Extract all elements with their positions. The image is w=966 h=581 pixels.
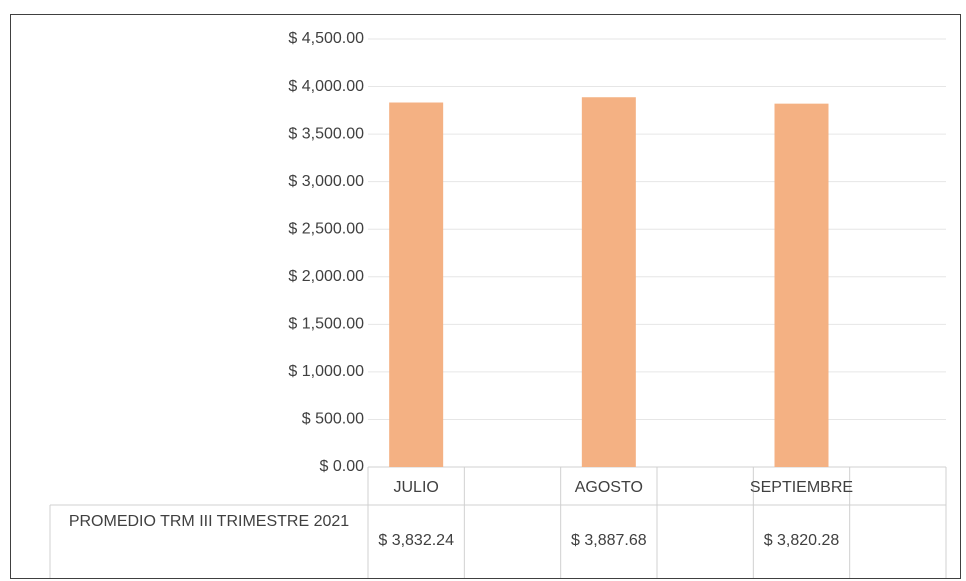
bar xyxy=(774,103,829,467)
y-tick-label: $ 0.00 xyxy=(320,458,365,475)
y-tick-label: $ 2,500.00 xyxy=(288,220,364,237)
bar xyxy=(581,97,636,467)
y-tick-label: $ 3,500.00 xyxy=(288,125,364,142)
y-tick-label: $ 1,500.00 xyxy=(288,316,364,333)
y-tick-label: $ 4,000.00 xyxy=(288,78,364,95)
bar xyxy=(389,102,444,467)
y-tick-label: $ 1,000.00 xyxy=(288,363,364,380)
data-table-value: $ 3,887.68 xyxy=(571,532,647,549)
x-tick-label: JULIO xyxy=(393,479,438,496)
data-table-value: $ 3,820.28 xyxy=(764,532,840,549)
y-tick-label: $ 2,000.00 xyxy=(288,268,364,285)
data-table-value: $ 3,832.24 xyxy=(378,532,454,549)
legend-entry: PROMEDIO TRM III TRIMESTRE 2021 xyxy=(68,513,350,530)
x-tick-label: SEPTIEMBRE xyxy=(750,479,853,496)
y-tick-label: $ 3,000.00 xyxy=(288,173,364,190)
y-tick-label: $ 4,500.00 xyxy=(288,30,364,47)
x-tick-label: AGOSTO xyxy=(575,479,643,496)
series-name-cell: PROMEDIO TRM III TRIMESTRE 2021 xyxy=(68,513,350,530)
y-tick-label: $ 500.00 xyxy=(302,411,364,428)
